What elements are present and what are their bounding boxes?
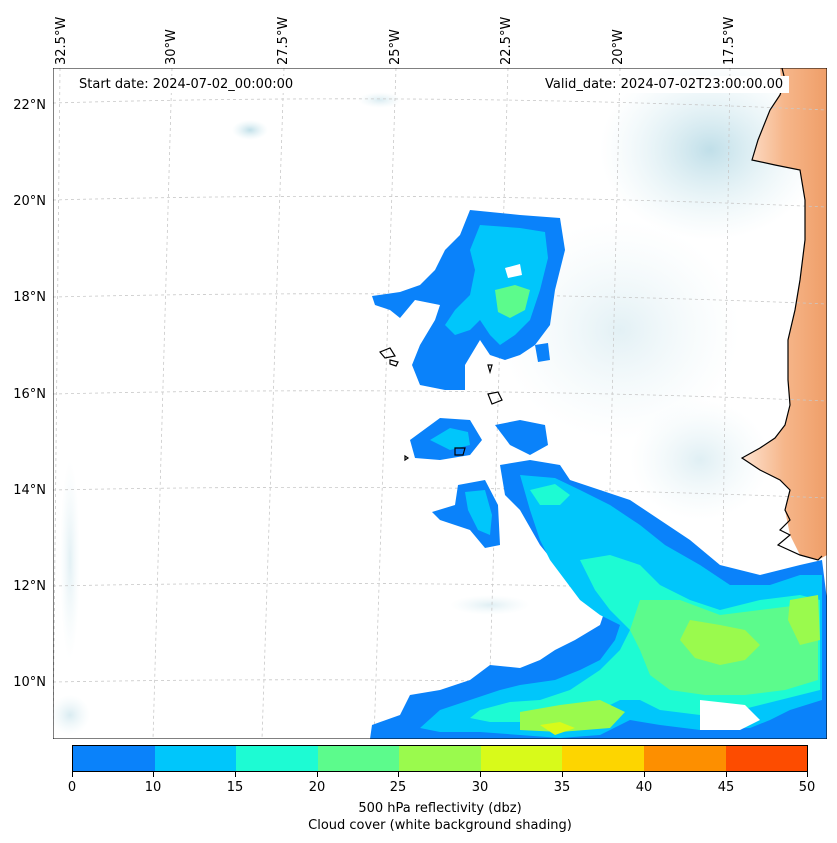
lon-label-17-5w: 17.5°W: [722, 16, 737, 65]
colorbar-segment-40-45: [643, 746, 726, 771]
lon-label-25w: 25°W: [388, 29, 403, 65]
colorbar-segment-35-40: [562, 746, 644, 771]
lat-label-18n: 18°N: [13, 290, 46, 305]
colorbar-tick: [562, 772, 563, 777]
colorbar-tick-label: 15: [226, 780, 244, 795]
colorbar-segment-0-5: [73, 746, 155, 771]
colorbar-segment-45-50: [725, 746, 808, 771]
colorbar-segment-20-25: [317, 746, 400, 771]
colorbar-tick: [398, 772, 399, 777]
colorbar-tick: [235, 772, 236, 777]
colorbar-tick: [644, 772, 645, 777]
colorbar-tick: [72, 772, 73, 777]
colorbar-segment-10-15: [154, 746, 237, 771]
lat-label-10n: 10°N: [13, 675, 46, 690]
lon-label-32-5w: 32.5°W: [54, 16, 69, 65]
lat-label-20n: 20°N: [13, 194, 46, 209]
cloud-cover-shading: [53, 68, 820, 735]
lat-label-12n: 12°N: [13, 579, 46, 594]
colorbar-segment-30-35: [480, 746, 563, 771]
reflectivity-field: [370, 210, 827, 739]
colorbar-tick: [317, 772, 318, 777]
colorbar-label: 500 hPa reflectivity (dbz): [358, 801, 522, 816]
reflectivity-colorbar: [72, 745, 808, 772]
colorbar-tick: [726, 772, 727, 777]
start-date-label: Start date: 2024-07-02_00:00:00: [73, 76, 300, 93]
colorbar-tick-label: 20: [308, 780, 326, 795]
colorbar-tick: [153, 772, 154, 777]
valid-date-label: Valid_date: 2024-07-02T23:00:00.00: [539, 76, 790, 93]
colorbar-tick-label: 50: [798, 780, 816, 795]
colorbar-tick-label: 45: [717, 780, 735, 795]
colorbar-tick-label: 25: [389, 780, 407, 795]
colorbar-tick-label: 30: [471, 780, 489, 795]
colorbar-sublabel: Cloud cover (white background shading): [308, 818, 572, 833]
lon-label-22-5w: 22.5°W: [499, 16, 514, 65]
colorbar-tick-label: 40: [635, 780, 653, 795]
africa-land: [742, 68, 827, 560]
colorbar-tick: [480, 772, 481, 777]
colorbar-tick: [807, 772, 808, 777]
lon-label-20w: 20°W: [611, 29, 626, 65]
colorbar-segment-25-30: [399, 746, 481, 771]
lat-label-16n: 16°N: [13, 387, 46, 402]
colorbar-segment-15-20: [236, 746, 318, 771]
colorbar-tick-label: 0: [67, 780, 77, 795]
lon-label-27-5w: 27.5°W: [276, 16, 291, 65]
lat-label-22n: 22°N: [13, 98, 46, 113]
lat-label-14n: 14°N: [13, 483, 46, 498]
lon-label-30w: 30°W: [164, 29, 179, 65]
coastline: [379, 68, 823, 561]
colorbar-tick-label: 35: [553, 780, 571, 795]
colorbar-tick-label: 10: [144, 780, 162, 795]
